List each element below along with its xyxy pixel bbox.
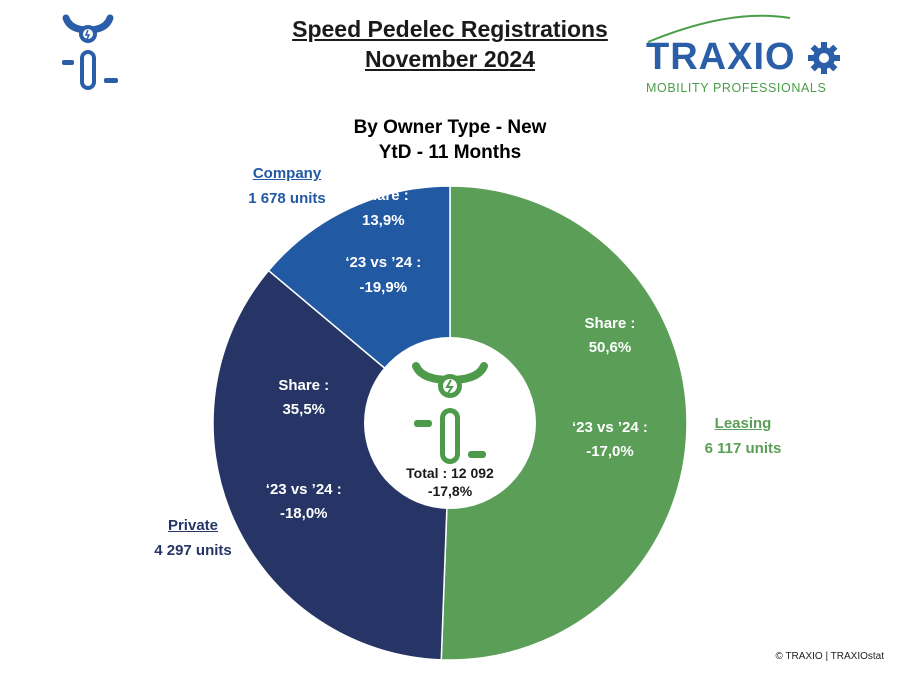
traxio-logo: TRAXIO MOBILITY PROFESSIONALS <box>640 8 850 100</box>
center-total: Total : 12 092 <box>406 465 494 481</box>
private-name: Private <box>167 517 219 534</box>
gear-icon <box>808 42 840 74</box>
center-change: -17,8% <box>428 483 473 499</box>
private-units: 4 297 units <box>154 542 232 559</box>
company-name: Company <box>252 165 322 182</box>
pie-slice-private <box>212 269 451 661</box>
company-change-value: -19,9% <box>360 279 408 296</box>
speed-pedelec-icon <box>62 14 118 90</box>
leasing-units: 6 117 units <box>704 440 782 457</box>
leasing-change-label: ‘23 vs ’24 : <box>572 419 648 436</box>
copyright-text: © TRAXIO | TRAXIOstat <box>775 651 884 662</box>
chart-subtitle: By Owner Type - New YtD - 11 Months <box>250 115 650 165</box>
logo-swoosh <box>647 14 791 43</box>
title-line-1: Speed Pedelec Registrations <box>292 16 608 42</box>
label-private: Private 4 297 units <box>128 515 258 565</box>
company-share-label: Share : <box>358 187 409 204</box>
private-share-label: Share : <box>278 377 329 394</box>
company-change-label: ‘23 vs ’24 : <box>345 254 421 271</box>
private-share-value: 35,5% <box>282 401 325 418</box>
company-units: 1 678 units <box>248 190 326 207</box>
logo-tagline: MOBILITY PROFESSIONALS <box>646 81 827 95</box>
logo-name: TRAXIO <box>646 36 796 78</box>
center-pedelec-icon <box>412 362 488 464</box>
label-leasing: Leasing 6 117 units <box>678 413 808 463</box>
leasing-name: Leasing <box>714 415 772 432</box>
subtitle-line-1: By Owner Type - New <box>353 117 547 138</box>
leasing-share-value: 50,6% <box>589 339 632 356</box>
leasing-share-label: Share : <box>585 315 636 332</box>
company-share-value: 13,9% <box>362 212 405 229</box>
label-company: Company 1 678 units <box>222 163 352 213</box>
pie-slice-leasing <box>440 185 688 661</box>
title-line-2: November 2024 <box>364 46 536 72</box>
leasing-change-value: -17,0% <box>586 443 634 460</box>
private-change-label: ‘23 vs ’24 : <box>266 481 342 498</box>
subtitle-line-2: YtD - 11 Months <box>378 142 522 163</box>
private-change-value: -18,0% <box>280 505 328 522</box>
page-title: Speed Pedelec Registrations November 202… <box>250 14 650 74</box>
